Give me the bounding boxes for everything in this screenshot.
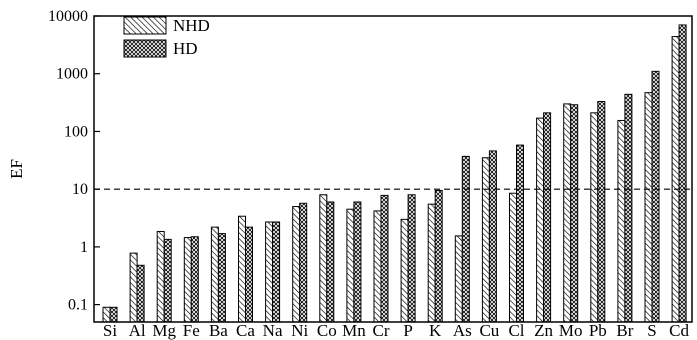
bar-hd-pb: [597, 101, 606, 323]
y-tick-label: 100: [64, 123, 88, 140]
y-tick-label: 1: [80, 239, 88, 256]
bar-nhd-na: [265, 221, 274, 323]
x-tick-label: Mn: [342, 321, 366, 340]
bar-hd-mn: [353, 201, 362, 323]
bar-hd-na: [272, 221, 281, 323]
bar-nhd-pb: [590, 112, 599, 323]
bar-hd-fe: [190, 236, 199, 323]
legend-swatch-hd: [123, 39, 167, 58]
x-axis-labels: Si Al Mg Fe Ba Ca Na Ni Co Mn Cr P K As Cu Cl Zn Mo Pb Br S C…: [103, 321, 690, 340]
bars-layer: [102, 24, 687, 323]
bar-hd-ni: [299, 202, 308, 323]
legend-swatch-nhd: [123, 16, 167, 35]
x-tick-label: Na: [263, 321, 283, 340]
bar-hd-br: [624, 93, 633, 323]
bar-hd-as: [461, 155, 470, 323]
y-tick-label: 10000: [48, 8, 88, 25]
bar-nhd-p: [400, 218, 409, 323]
bar-nhd-ba: [210, 226, 219, 323]
y-tick-label: 1000: [56, 66, 88, 83]
y-tick-label: 10: [72, 181, 88, 198]
x-tick-label: Ba: [209, 321, 228, 340]
bar-nhd-s: [644, 92, 653, 323]
bar-hd-si: [109, 306, 118, 323]
bar-nhd-co: [319, 194, 328, 323]
x-tick-label: P: [403, 321, 412, 340]
x-tick-label: Mo: [559, 321, 583, 340]
bar-nhd-mg: [156, 230, 165, 323]
bar-hd-cl: [516, 144, 524, 323]
bar-hd-ca: [245, 226, 253, 323]
bar-nhd-cl: [509, 192, 517, 323]
x-tick-label: Pb: [589, 321, 607, 340]
bar-hd-cr: [380, 194, 389, 323]
bar-hd-cu: [488, 150, 497, 323]
y-axis-ticks: 0.1 1 10 100 1000 10000: [48, 8, 100, 314]
x-tick-label: Cr: [373, 321, 390, 340]
bar-nhd-mo: [563, 103, 572, 323]
bar-hd-zn: [543, 112, 552, 323]
bar-hd-mg: [163, 238, 172, 323]
bar-hd-ba: [217, 233, 226, 323]
x-tick-label: Al: [129, 321, 146, 340]
bar-nhd-si: [102, 306, 111, 323]
y-axis-label: EF: [7, 159, 26, 179]
legend: NHD HD: [123, 16, 210, 58]
x-tick-label: Br: [616, 321, 633, 340]
bar-nhd-al: [129, 252, 138, 323]
legend-label-nhd: NHD: [173, 16, 210, 35]
x-tick-label: K: [429, 321, 442, 340]
x-tick-label: Fe: [183, 321, 200, 340]
x-tick-label: As: [453, 321, 472, 340]
x-tick-label: Mg: [152, 321, 176, 340]
x-tick-label: Si: [103, 321, 117, 340]
bar-hd-p: [407, 194, 416, 323]
bar-hd-cd: [678, 24, 687, 323]
legend-label-hd: HD: [173, 39, 198, 58]
bar-hd-mo: [570, 104, 579, 323]
bar-nhd-ni: [292, 206, 301, 323]
bar-nhd-as: [454, 235, 463, 323]
bar-nhd-cd: [671, 36, 680, 323]
bar-hd-k: [434, 189, 443, 323]
x-tick-label: Cd: [669, 321, 689, 340]
bar-hd-s: [651, 70, 660, 323]
y-tick-label: 0.1: [68, 297, 88, 314]
x-tick-label: Zn: [534, 321, 553, 340]
x-tick-label: Cl: [508, 321, 524, 340]
x-tick-label: S: [647, 321, 656, 340]
bar-nhd-ca: [238, 215, 246, 323]
bar-nhd-mn: [346, 208, 355, 323]
bar-nhd-zn: [536, 117, 545, 323]
x-tick-label: Ca: [236, 321, 255, 340]
x-tick-label: Co: [317, 321, 337, 340]
x-tick-label: Ni: [291, 321, 308, 340]
bar-hd-al: [136, 264, 145, 323]
bar-nhd-cr: [373, 210, 382, 323]
bar-nhd-fe: [183, 237, 192, 323]
x-tick-label: Cu: [479, 321, 499, 340]
bar-nhd-br: [617, 119, 626, 323]
bar-nhd-k: [427, 203, 436, 323]
bar-nhd-cu: [481, 157, 490, 323]
bar-hd-co: [326, 201, 335, 323]
plot-frame: [93, 15, 693, 323]
